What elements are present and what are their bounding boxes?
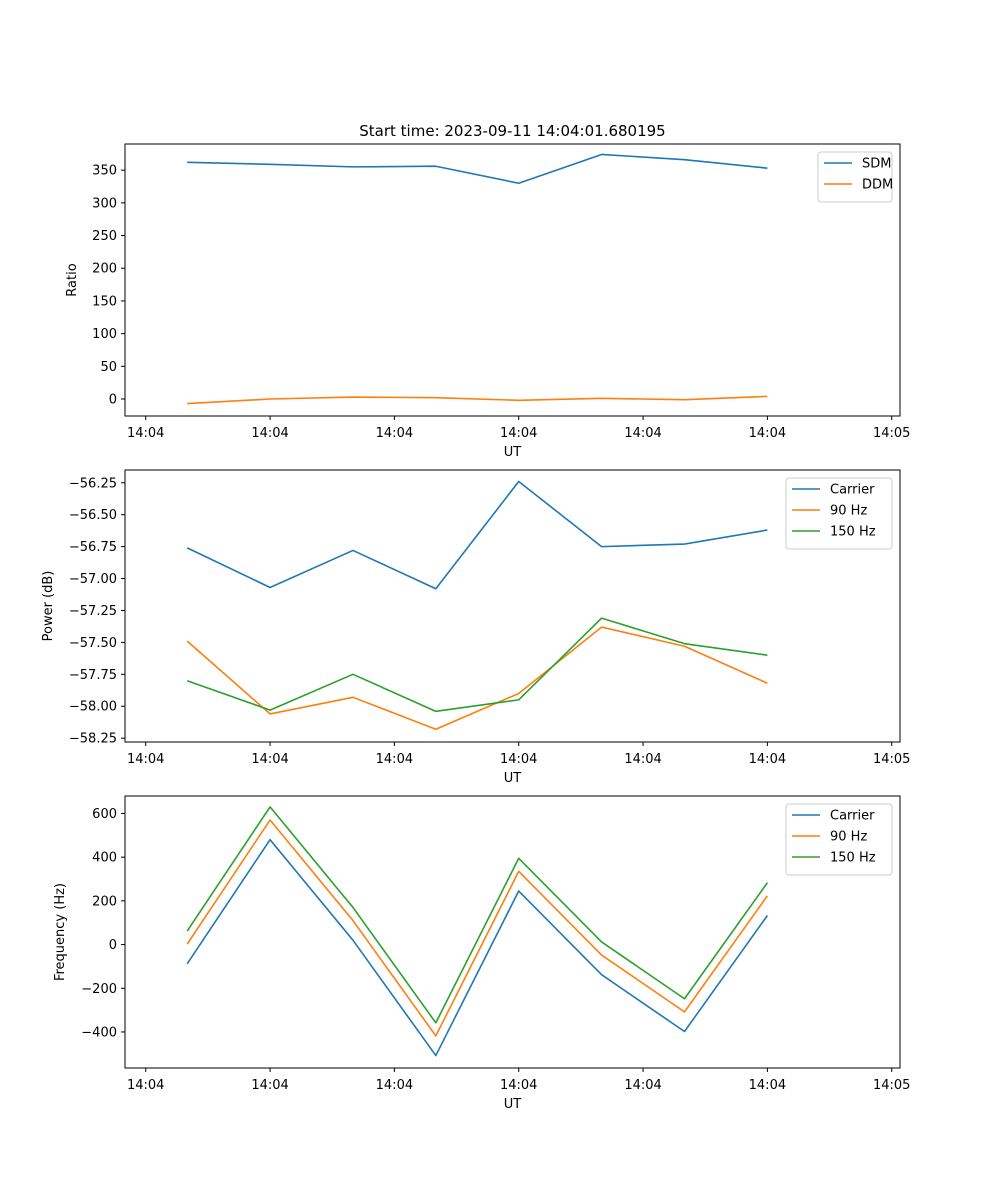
legend-label: SDM [862,157,891,172]
axes-frame [124,143,901,417]
y-tick-label: 350 [92,164,117,179]
x-tick-label: 14:05 [873,426,910,441]
series-line-150-hz [186,806,769,1024]
x-tick-label: 14:04 [500,752,537,767]
figure-title: Start time: 2023-09-11 14:04:01.680195 [359,122,665,140]
legend-label: DDM [862,178,893,193]
y-tick-label: −200 [81,982,117,997]
series-line-carrier [186,480,768,590]
legend-label: Carrier [830,483,875,498]
legend: Carrier 90 Hz 150 Hz [785,477,893,550]
y-tick-label: 200 [92,262,117,277]
y-axis-label: Power (dB) [41,571,56,642]
y-tick-label: 200 [92,894,117,909]
y-tick-label: 250 [92,229,117,244]
y-tick-label: 600 [92,807,117,822]
y-tick-label: −57.75 [69,668,117,683]
legend-label: 90 Hz [830,830,867,845]
y-tick-label: 400 [92,851,117,866]
series-line-90-hz [186,626,768,731]
ratio-panel: 14:04 14:04 14:04 14:04 14:04 14:04 14:05 0 50 10… [65,143,910,460]
y-tick-label: 100 [92,327,117,342]
series-line-90-hz [186,819,769,1037]
frequency-panel: 14:04 14:04 14:04 14:04 14:04 14:04 14:05 −400 −… [53,795,910,1112]
series-line-150-hz [186,617,768,713]
x-tick-label: 14:04 [749,1078,786,1093]
axes-frame [124,469,901,743]
legend-label: Carrier [830,809,875,824]
x-tick-label: 14:04 [127,1078,164,1093]
y-tick-label: −56.25 [69,476,117,491]
y-tick-label: −57.00 [69,572,117,587]
x-tick-label: 14:04 [251,426,288,441]
x-axis-label: UT [504,445,522,460]
x-tick-label: 14:04 [624,752,661,767]
x-tick-label: 14:04 [127,426,164,441]
x-tick-label: 14:05 [873,752,910,767]
axes-frame [124,795,901,1069]
x-tick-label: 14:04 [500,426,537,441]
y-tick-label: 50 [100,360,117,375]
x-tick-label: 14:04 [500,1078,537,1093]
x-tick-label: 14:04 [624,426,661,441]
x-axis-label: UT [504,1097,522,1112]
x-axis-label: UT [504,771,522,786]
y-tick-label: 0 [109,938,117,953]
y-tick-label: −56.50 [69,508,117,523]
x-tick-label: 14:04 [624,1078,661,1093]
x-tick-label: 14:04 [127,752,164,767]
x-tick-label: 14:04 [251,752,288,767]
y-tick-label: −58.00 [69,700,117,715]
y-tick-label: −400 [81,1025,117,1040]
y-axis-label: Ratio [65,263,80,296]
legend-label: 150 Hz [830,851,876,866]
y-tick-label: −56.75 [69,540,117,555]
x-tick-label: 14:04 [376,752,413,767]
power-panel: 14:04 14:04 14:04 14:04 14:04 14:04 14:05 −58.2… [41,469,910,786]
series-line-carrier [186,838,769,1057]
x-tick-label: 14:04 [376,1078,413,1093]
x-tick-label: 14:04 [376,426,413,441]
y-tick-label: −57.25 [69,604,117,619]
series-line-sdm [187,153,768,185]
y-tick-label: 300 [92,196,117,211]
x-tick-label: 14:05 [873,1078,910,1093]
x-tick-label: 14:04 [251,1078,288,1093]
x-tick-label: 14:04 [749,752,786,767]
legend-box [817,151,893,203]
legend: Carrier 90 Hz 150 Hz [785,803,893,876]
legend-label: 90 Hz [830,504,867,519]
legend-label: 150 Hz [830,525,876,540]
y-tick-label: −57.50 [69,636,117,651]
legend: SDM DDM [817,151,893,203]
y-tick-label: 0 [109,393,117,408]
x-tick-label: 14:04 [749,426,786,441]
y-tick-label: 150 [92,294,117,309]
series-line-ddm [187,395,768,405]
y-tick-label: −58.25 [69,732,117,747]
y-axis-label: Frequency (Hz) [53,883,68,981]
